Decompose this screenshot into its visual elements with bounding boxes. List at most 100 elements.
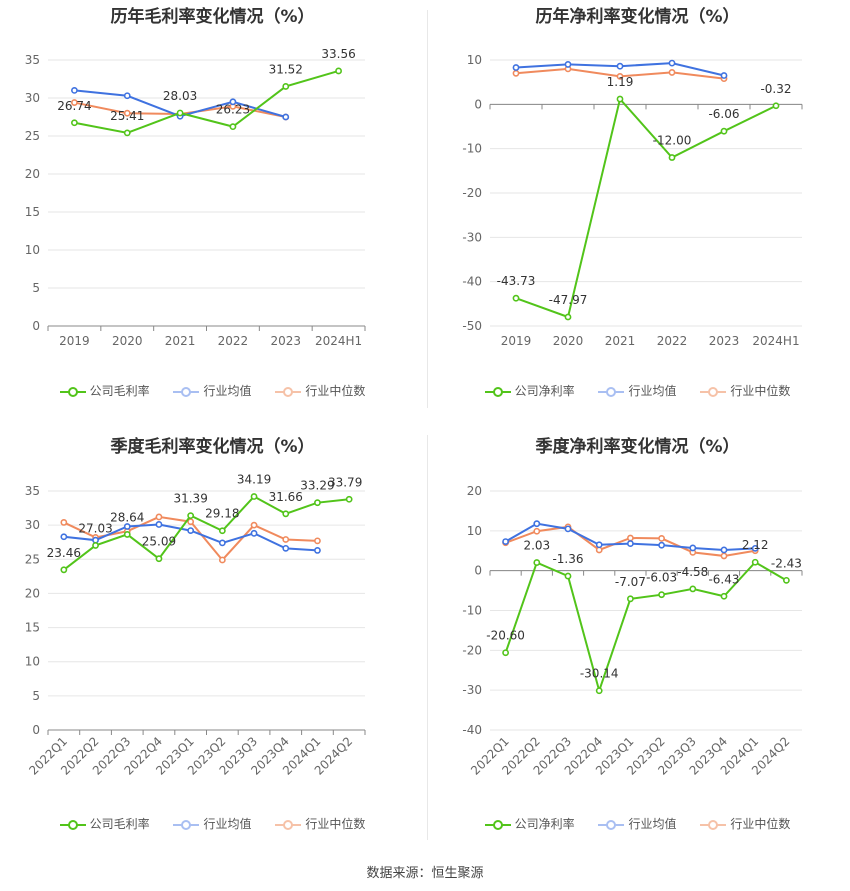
data-point-industry-avg [720,72,728,79]
x-tick-label: 2024H1 [315,334,362,348]
data-point-company [282,510,290,518]
data-point-industry-avg [314,547,321,554]
series-line-company [515,96,777,319]
data-point-industry-median [512,69,520,77]
data-point-company [250,493,258,500]
data-label: -6.06 [708,107,739,121]
legend-item-industry-median[interactable]: 行业中位数 [275,382,365,399]
y-tick-label: 10 [25,655,40,669]
data-point-industry-avg [60,533,68,541]
data-point-company [502,649,509,657]
y-tick-label: -40 [462,275,482,289]
data-point-company [720,592,728,600]
data-point-company [282,83,290,90]
chart-svg: 051015202530352022Q12022Q22022Q32022Q420… [25,473,366,778]
legend-item-industry-avg[interactable]: 行业均值 [598,382,677,399]
legend-item-industry-avg[interactable]: 行业均值 [598,815,677,832]
legend-item-industry-median[interactable]: 行业中位数 [275,815,365,832]
y-tick-label: 0 [474,97,482,111]
data-point-company [71,119,78,127]
legend-label: 行业均值 [628,384,677,398]
data-point-industry-median [658,535,665,542]
data-point-industry-median [123,109,131,117]
data-point-industry-avg [71,87,78,94]
data-point-industry-avg [689,544,697,552]
x-tick-label: 2019 [59,334,90,348]
legend-item-company-gross[interactable]: 公司毛利率 [59,382,150,399]
data-label: 31.39 [173,492,207,506]
data-label: 26.74 [57,99,91,113]
data-label: 33.29 [300,479,334,493]
data-label: -12.00 [653,134,692,148]
legend-item-industry-median[interactable]: 行业中位数 [700,382,790,399]
data-label: -43.73 [497,274,536,288]
x-tick-label: 2020 [553,334,584,348]
y-tick-label: 15 [25,621,40,635]
panel-divider [427,435,428,840]
legend-label: 行业均值 [203,817,252,831]
x-tick-label: 2024H1 [752,334,799,348]
data-label: 33.56 [321,47,355,61]
y-tick-label: -20 [462,643,482,657]
legend-item-company-net[interactable]: 公司净利率 [484,382,575,399]
data-point-company [123,531,131,538]
legend-label: 行业中位数 [730,384,791,398]
x-tick-label: 2020 [112,334,143,348]
data-label: 34.19 [237,473,271,487]
data-label: -2.43 [771,556,802,570]
data-point-industry-median [314,537,321,545]
chart-title: 季度毛利率变化情况（%） [110,437,315,457]
data-point-company [616,95,624,103]
legend-label: 公司毛利率 [89,817,150,831]
data-point-industry-median [533,527,541,535]
chart-title: 季度净利率变化情况（%） [535,437,740,457]
y-tick-label: 35 [25,53,40,67]
chart-panel-annual-net: 历年净利率变化情况（%） -50 -40 -30 -20 -10 0 10 2019 2020 2… [425,0,850,430]
data-label: -6.03 [646,571,677,585]
data-point-company [92,542,99,549]
data-point-company [314,499,321,507]
chart-panel-annual-gross: 历年毛利率变化情况（%） 0 5 10 15 20 25 30 35 2019 2020 2021 2… [0,0,425,430]
data-point-industry-median [720,552,728,560]
legend-label: 行业均值 [203,384,252,398]
chart-panel-quarterly-net: 季度净利率变化情况（%） -40 -30 -20 -10 0 10 20 2022Q1 2022… [425,430,850,860]
data-label: 2.03 [523,539,550,553]
y-tick-label: -30 [462,230,482,244]
data-point-industry-avg [533,520,541,528]
data-point-company [533,559,541,566]
y-tick-label: 0 [32,723,40,737]
data-point-company [689,585,697,593]
data-point-industry-median [60,519,68,526]
legend-label: 行业中位数 [305,384,366,398]
data-point-industry-median [250,521,258,529]
data-label: 28.03 [163,89,197,103]
y-tick-label: 20 [467,484,482,498]
data-point-industry-avg [626,540,634,547]
legend-item-company-net[interactable]: 公司净利率 [484,815,575,832]
data-point-industry-avg [751,544,759,552]
x-tick-label: 2021 [605,334,636,348]
data-label: 23.46 [47,546,81,560]
y-tick-label: -40 [462,723,482,737]
data-point-industry-avg [658,541,665,549]
data-point-company [626,595,634,603]
legend: 公司净利率 行业均值 行业中位数 [425,815,850,832]
legend-item-industry-avg[interactable]: 行业均值 [173,382,252,399]
data-point-industry-avg [123,92,131,100]
y-tick-label: 25 [25,552,40,566]
data-point-company [658,591,665,599]
data-point-company [720,127,728,135]
legend-label: 公司净利率 [514,817,575,831]
legend-item-industry-avg[interactable]: 行业均值 [173,815,252,832]
y-tick-label: 25 [25,129,40,143]
legend: 公司毛利率 行业均值 行业中位数 [0,382,425,399]
y-tick-label: 15 [25,205,40,219]
data-label: -4.58 [677,565,708,579]
legend-label: 行业均值 [628,817,677,831]
data-point-company [218,527,226,535]
legend-item-company-gross[interactable]: 公司毛利率 [59,815,150,832]
data-label: 29.18 [205,507,239,521]
data-point-industry-median [71,99,78,106]
legend-item-industry-median[interactable]: 行业中位数 [700,815,790,832]
y-tick-label: 0 [32,319,40,333]
